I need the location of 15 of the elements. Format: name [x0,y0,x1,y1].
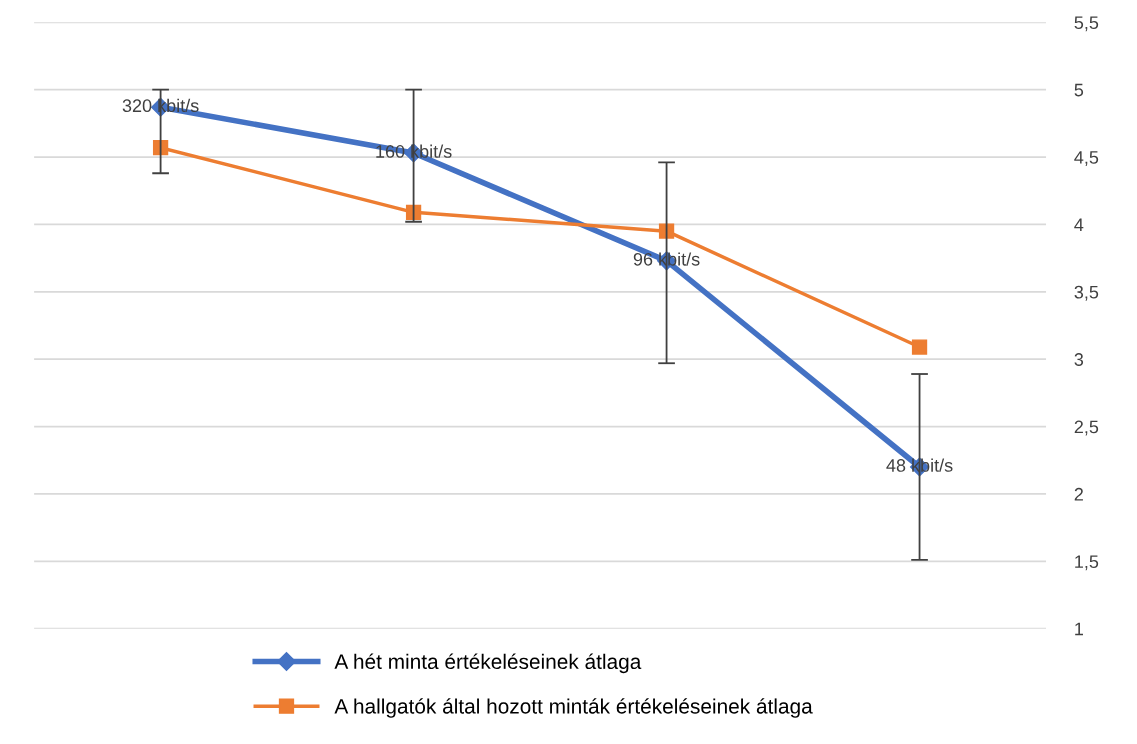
y-tick-label: 2 [1074,487,1083,501]
y-tick-label: 1,5 [1075,555,1099,571]
y-tick-label: 5 [1074,83,1084,97]
y-tick-label: 2,5 [1074,420,1099,436]
y-tick-label: 3,5 [1074,285,1099,301]
point [405,204,422,220]
y-tick-label: 5,5 [1074,16,1099,32]
y-tick-label: 4 [1074,218,1084,231]
y-tick-label: 1 [1075,622,1083,636]
legend-label: A hét minta értékeléseinek átlaga [334,653,642,674]
y-tick-label: 4,5 [1074,151,1099,166]
legend-label: A hallgatók által hozott minták értékeléseinek átlaga [334,698,813,718]
y-tick-label: 3 [1074,353,1084,366]
point [658,223,675,239]
point [911,339,928,355]
